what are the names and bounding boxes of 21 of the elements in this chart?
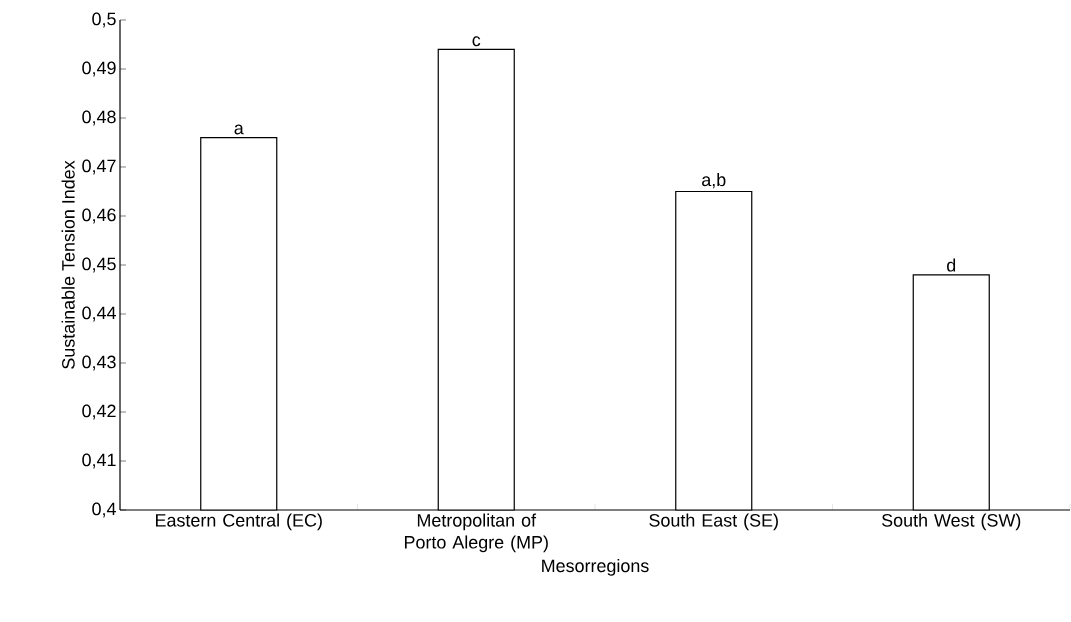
y-tick-label: 0,47	[82, 159, 116, 175]
y-tick-label: 0,49	[82, 61, 116, 77]
y-tick-label: 0,44	[82, 306, 116, 322]
y-tick-label: 0,46	[82, 208, 116, 224]
y-tick-label: 0,42	[82, 404, 116, 420]
x-tick-label: Metropolitan of Porto Alegre (MP)	[404, 513, 548, 553]
y-tick-label: 0,43	[82, 355, 116, 371]
y-tick-label: 0,4	[92, 502, 116, 518]
annotation: a	[234, 124, 244, 135]
annotation: a,b	[702, 173, 726, 189]
x-tick-label: South East (SE)	[649, 513, 778, 531]
x-tick-label: South West (SW)	[881, 513, 1021, 531]
y-tick-label: 0,41	[82, 453, 116, 469]
y-axis-title: Sustainable Tension Index	[61, 160, 75, 369]
annotation: c	[472, 36, 481, 47]
y-tick-label: 0,45	[82, 257, 116, 273]
y-tick-label: 0,48	[82, 110, 116, 126]
x-axis-title: Mesorregions	[542, 558, 649, 576]
annotation: d	[947, 258, 956, 272]
x-tick-label: Eastern Central (EC)	[156, 513, 322, 531]
y-tick-label: 0,5	[92, 12, 116, 28]
